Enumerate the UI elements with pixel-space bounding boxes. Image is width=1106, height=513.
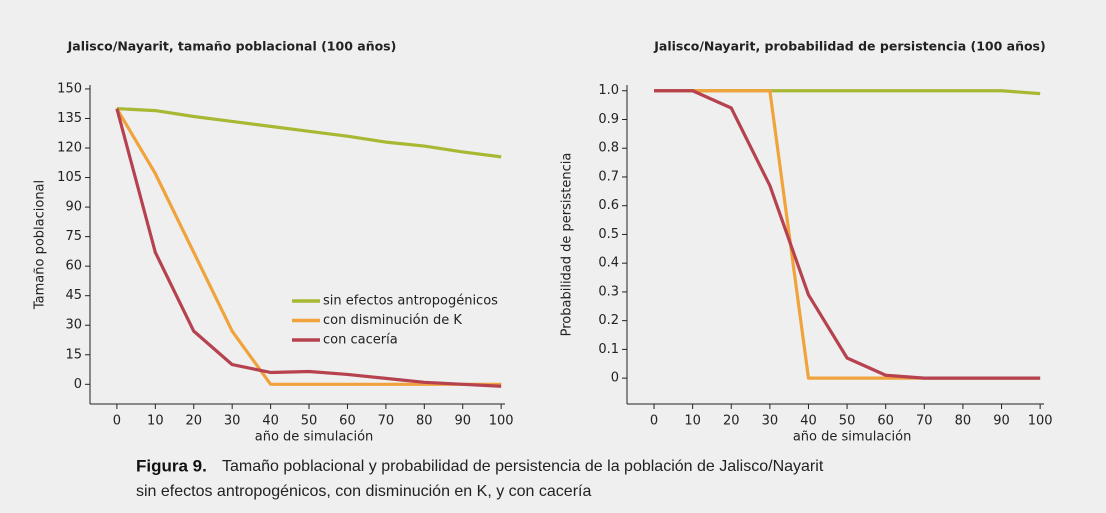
legend-label: con cacería [323, 333, 398, 348]
y-tick-label: 0.8 [598, 141, 619, 156]
y-tick-label: 0.3 [598, 284, 619, 299]
x-tick-label: 80 [955, 414, 972, 429]
y-tick-label: 0.2 [598, 313, 619, 328]
y-tick-label: 0 [611, 371, 619, 386]
series-line [654, 89, 1041, 380]
caption-line: Tamaño poblacional y probabilidad de per… [222, 458, 824, 475]
y-tick-label: 15 [65, 347, 82, 362]
x-tick-label: 100 [489, 414, 514, 429]
y-tick-label: 0 [74, 377, 82, 392]
x-tick-label: 60 [339, 414, 356, 429]
x-tick-label: 60 [877, 414, 894, 429]
x-tick-label: 50 [301, 414, 318, 429]
y-tick-label: 0.1 [598, 342, 619, 357]
x-tick-label: 20 [723, 414, 740, 429]
x-tick-label: 90 [993, 414, 1010, 429]
y-tick-label: 45 [65, 288, 82, 303]
x-tick-label: 10 [684, 414, 701, 429]
y-tick-label: 30 [65, 318, 82, 333]
y-tick-label: 90 [65, 200, 82, 215]
x-tick-label: 50 [839, 414, 856, 429]
x-tick-label: 0 [650, 414, 658, 429]
chart-title: Jalisco/Nayarit, probabilidad de persist… [653, 39, 1045, 54]
x-tick-label: 40 [262, 414, 279, 429]
x-axis-label: año de simulación [255, 430, 374, 445]
y-axis-label: Tamaño poblacional [33, 180, 48, 310]
y-tick-label: 75 [65, 229, 82, 244]
x-tick-label: 20 [185, 414, 202, 429]
y-tick-label: 60 [65, 259, 82, 274]
y-tick-label: 0.5 [598, 227, 619, 242]
y-tick-label: 150 [57, 81, 82, 96]
x-tick-label: 100 [1028, 414, 1053, 429]
chart-title: Jalisco/Nayarit, tamaño poblacional (100… [67, 39, 397, 54]
x-tick-label: 70 [378, 414, 395, 429]
y-tick-label: 0.4 [598, 256, 619, 271]
x-tick-label: 90 [454, 414, 471, 429]
legend-label: sin efectos antropogénicos [323, 294, 498, 309]
x-tick-label: 40 [800, 414, 817, 429]
series-line [116, 107, 502, 159]
y-tick-label: 105 [57, 170, 82, 185]
caption-label: Figura 9. [136, 456, 207, 475]
series-line [115, 108, 502, 388]
y-tick-label: 135 [57, 111, 82, 126]
y-tick-label: 0.7 [598, 169, 619, 184]
y-tick-label: 120 [57, 141, 82, 156]
caption-line: sin efectos antropogénicos, con disminuc… [136, 483, 591, 500]
x-tick-label: 70 [916, 414, 933, 429]
y-tick-label: 0.9 [598, 112, 619, 127]
y-tick-label: 0.6 [598, 198, 619, 213]
x-axis-label: año de simulación [793, 430, 912, 445]
x-tick-label: 10 [147, 414, 164, 429]
x-tick-label: 30 [762, 414, 779, 429]
x-tick-label: 30 [224, 414, 241, 429]
y-axis-label: Probabilidad de persistencia [560, 153, 575, 337]
x-tick-label: 80 [416, 414, 433, 429]
x-tick-label: 0 [113, 414, 121, 429]
y-tick-label: 1.0 [598, 83, 619, 98]
legend-label: con disminución de K [323, 313, 462, 328]
